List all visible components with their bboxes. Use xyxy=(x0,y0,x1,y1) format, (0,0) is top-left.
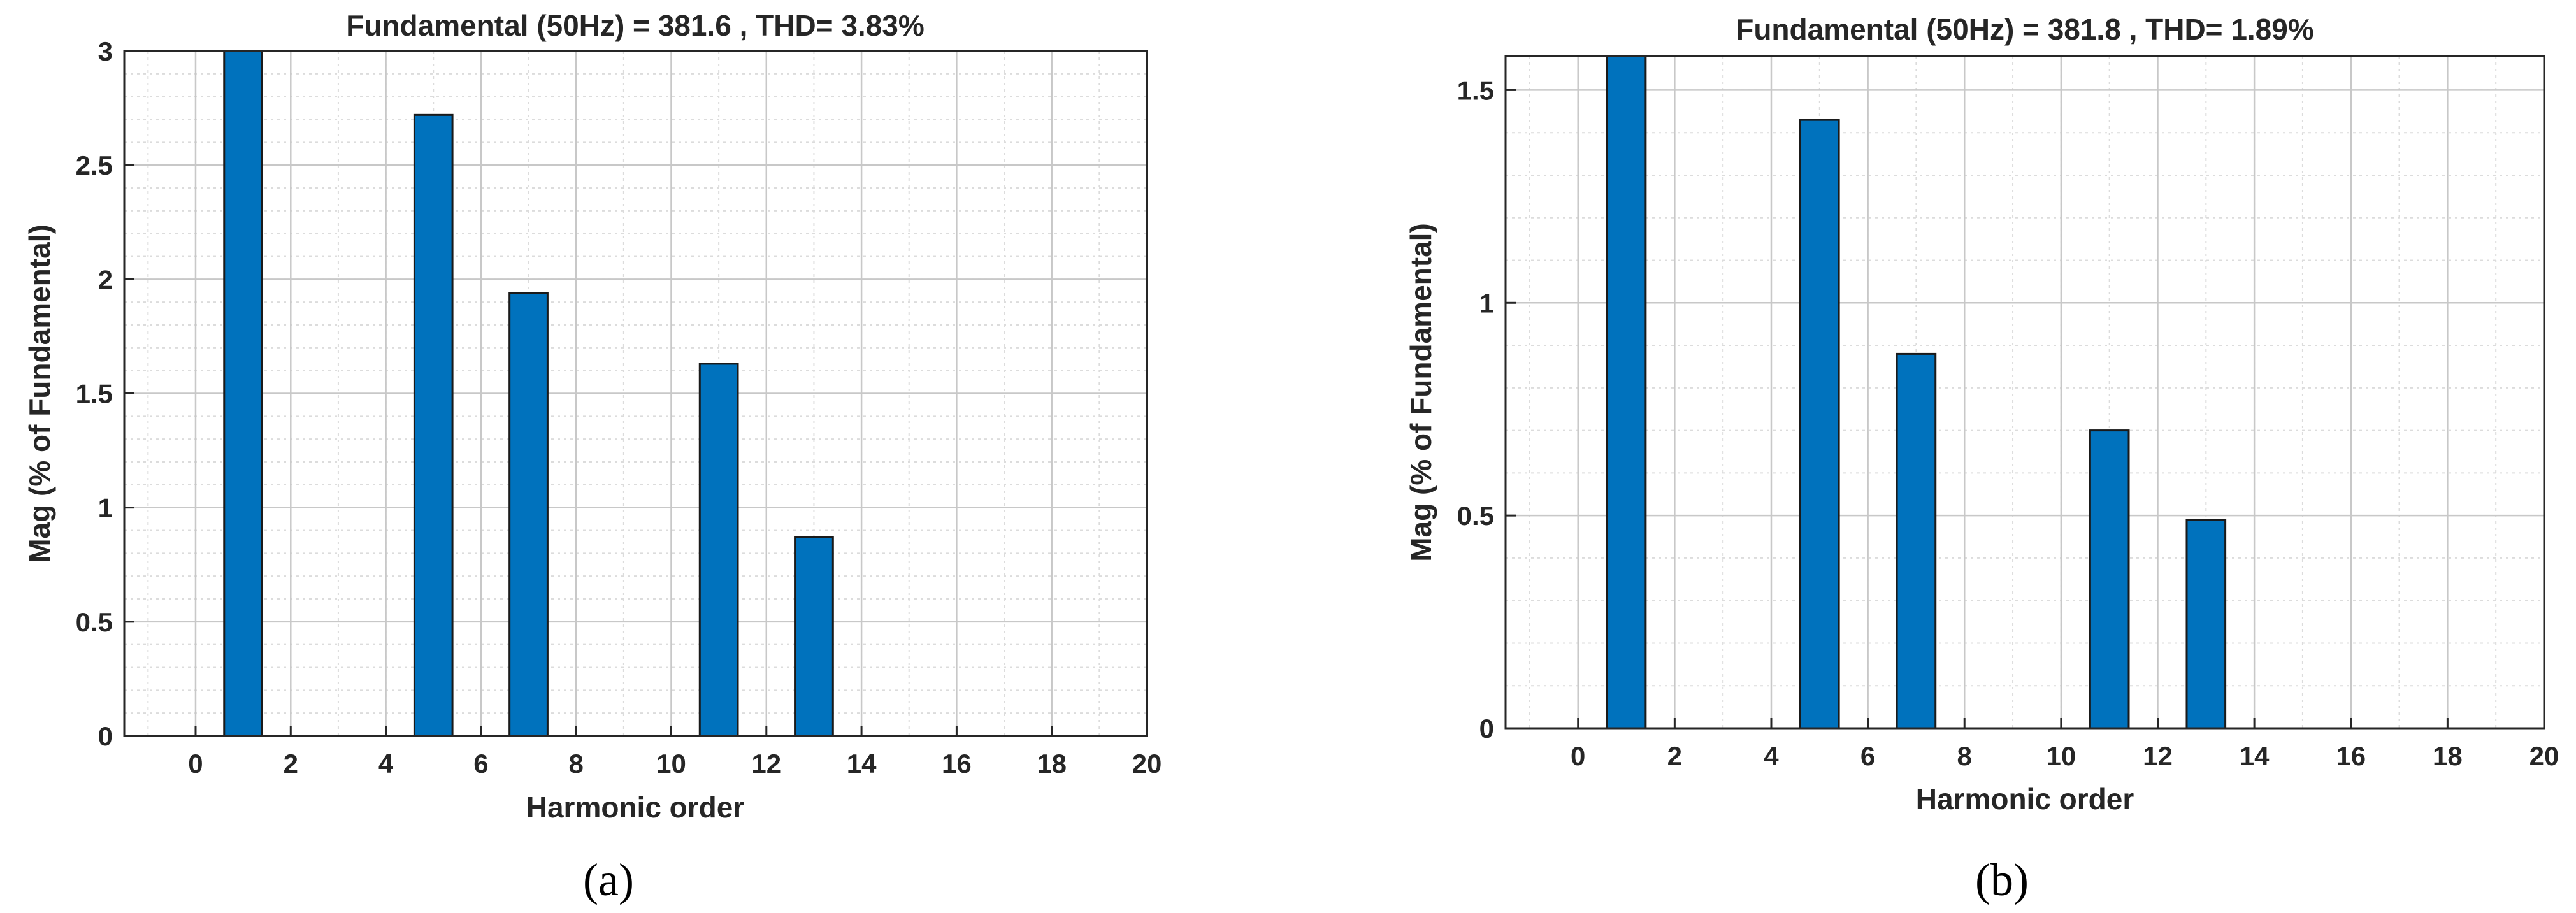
y-tick-label-a: 2.5 xyxy=(76,150,113,180)
x-tick-label-b: 0 xyxy=(1571,741,1585,771)
chart-b: 0 2 4 6 8 10 12 14 16 18 20 0 0.5 1 1.5 Fundamental (… xyxy=(1404,13,2559,905)
y-tick-label-b: 0 xyxy=(1479,714,1494,744)
bar-a-5 xyxy=(413,113,454,737)
bar-b-7 xyxy=(1896,352,1937,730)
x-tick-label-a: 2 xyxy=(284,749,298,779)
y-tick-label-a: 1 xyxy=(98,493,113,523)
x-axis-label-b: Harmonic order xyxy=(1916,782,2134,816)
x-tick-label-b: 8 xyxy=(1957,741,1972,771)
x-tick-label-a: 20 xyxy=(1132,749,1162,779)
y-tick-label-b: 1 xyxy=(1479,288,1494,318)
y-tick-label-a: 1.5 xyxy=(76,379,113,409)
panel-label-a: (a) xyxy=(583,854,634,905)
chart-title-b: Fundamental (50Hz) = 381.8 , THD= 1.89% xyxy=(1736,13,2314,46)
bar-a-7 xyxy=(508,292,549,737)
y-tick-label-a: 0 xyxy=(98,721,113,751)
x-ticks-a: 0 2 4 6 8 10 12 14 16 18 20 xyxy=(188,726,1162,779)
bar-b-13 xyxy=(2185,519,2227,730)
y-tick-label-b: 0.5 xyxy=(1457,501,1494,531)
x-tick-label-b: 20 xyxy=(2529,741,2559,771)
panel-label-b: (b) xyxy=(1975,854,2029,905)
x-tick-label-b: 16 xyxy=(2336,741,2366,771)
bar-b-1 xyxy=(1606,55,1647,730)
x-tick-label-b: 2 xyxy=(1667,741,1682,771)
plot-area-b xyxy=(1506,56,2544,728)
x-tick-label-b: 12 xyxy=(2143,741,2173,771)
chart-a: 0 2 4 6 8 10 12 14 16 18 20 0 0.5 1 1.5 2 2.5 3 Fundamen… xyxy=(23,9,1162,905)
bar-a-11 xyxy=(698,363,739,737)
plot-frame-b xyxy=(1504,55,2545,730)
y-tick-label-a: 2 xyxy=(98,264,113,294)
x-tick-label-a: 10 xyxy=(656,749,686,779)
x-ticks-b: 0 2 4 6 8 10 12 14 16 18 20 xyxy=(1571,718,2559,771)
x-axis-label-a: Harmonic order xyxy=(526,791,745,824)
y-tick-label-a: 0.5 xyxy=(76,607,113,637)
bars-a xyxy=(175,50,1119,737)
bar-a-1 xyxy=(223,50,263,737)
x-tick-label-a: 12 xyxy=(751,749,781,779)
x-tick-label-a: 18 xyxy=(1037,749,1067,779)
x-tick-label-a: 14 xyxy=(847,749,877,779)
x-tick-label-b: 10 xyxy=(2047,741,2076,771)
x-tick-label-b: 14 xyxy=(2240,741,2270,771)
y-ticks-b: 0 0.5 1 1.5 xyxy=(1457,75,1516,744)
y-ticks-a: 0 0.5 1 1.5 2 2.5 3 xyxy=(76,36,134,751)
y-axis-label-a: Mag (% of Fundamental) xyxy=(23,224,56,563)
bar-a-13 xyxy=(794,536,834,737)
x-tick-label-a: 8 xyxy=(569,749,584,779)
y-tick-label-a: 3 xyxy=(98,36,113,66)
bar-b-5 xyxy=(1799,119,1840,730)
x-tick-label-a: 0 xyxy=(188,749,203,779)
x-tick-label-a: 6 xyxy=(473,749,488,779)
x-tick-label-a: 16 xyxy=(942,749,972,779)
x-tick-label-b: 18 xyxy=(2433,741,2463,771)
y-tick-label-b: 1.5 xyxy=(1457,75,1494,105)
bar-b-11 xyxy=(2089,429,2130,730)
y-axis-label-b: Mag (% of Fundamental) xyxy=(1404,223,1437,562)
chart-title-a: Fundamental (50Hz) = 381.6 , THD= 3.83% xyxy=(346,9,925,42)
x-tick-label-b: 4 xyxy=(1764,741,1779,771)
x-tick-label-a: 4 xyxy=(378,749,394,779)
x-tick-label-b: 6 xyxy=(1860,741,1875,771)
